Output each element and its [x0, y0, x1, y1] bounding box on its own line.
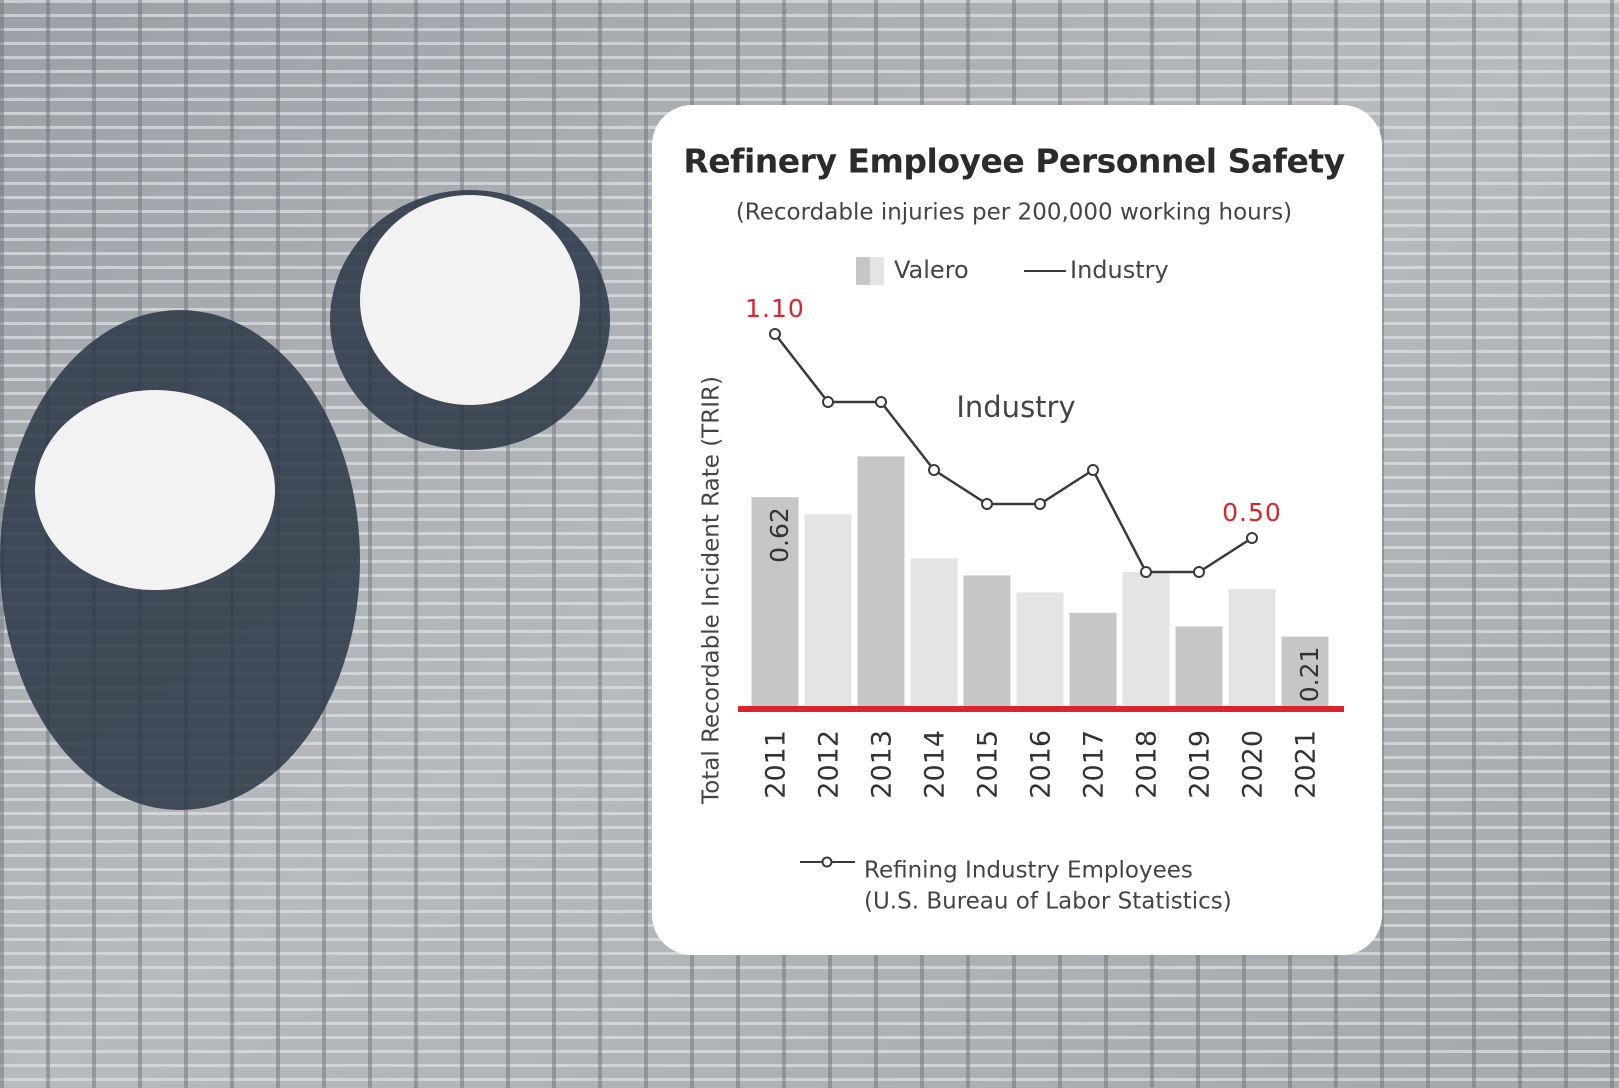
note-marker: [821, 856, 833, 868]
bar: [1122, 572, 1170, 708]
x-tick-label: 2017: [1079, 730, 1110, 799]
chart-card: [652, 105, 1382, 955]
line-value-label: 1.10: [745, 294, 805, 323]
bar: [804, 514, 852, 708]
source-note: (U.S. Bureau of Labor Statistics): [864, 889, 1232, 915]
line-value-label: 0.50: [1222, 498, 1282, 527]
x-tick-label: 2016: [1026, 730, 1057, 799]
line-marker: [1193, 566, 1205, 578]
legend-swatch: [856, 257, 870, 285]
line-marker: [769, 328, 781, 340]
line-marker: [928, 464, 940, 476]
x-tick-label: 2021: [1291, 730, 1322, 799]
line-marker: [875, 396, 887, 408]
x-tick-label: 2013: [867, 730, 898, 799]
x-tick-label: 2020: [1238, 730, 1269, 799]
legend-label: Industry: [1070, 256, 1169, 284]
hard-hat: [360, 195, 580, 405]
legend-swatch: [870, 257, 884, 285]
annotation: Industry: [956, 390, 1075, 424]
bar: [963, 575, 1011, 708]
legend-label: Valero: [894, 256, 969, 284]
source-note: Refining Industry Employees: [864, 858, 1193, 884]
x-tick-label: 2011: [761, 730, 792, 799]
bar: [1069, 612, 1117, 708]
bar: [1228, 589, 1276, 708]
line-marker: [981, 498, 993, 510]
line-marker: [822, 396, 834, 408]
chart-subtitle: (Recordable injuries per 200,000 working…: [736, 200, 1292, 226]
x-tick-label: 2019: [1185, 730, 1216, 799]
x-tick-label: 2014: [920, 730, 951, 799]
line-marker: [1140, 566, 1152, 578]
line-marker: [1034, 498, 1046, 510]
line-marker: [1246, 532, 1258, 544]
y-axis-label: Total Recordable Incident Rate (TRIR): [699, 376, 725, 805]
industry-line: [774, 333, 1253, 574]
x-tick-label: 2015: [973, 730, 1004, 799]
bar: [1016, 592, 1064, 708]
line-marker: [1087, 464, 1099, 476]
bar-value-label: 0.21: [1295, 647, 1324, 703]
bar-value-label: 0.62: [765, 507, 794, 563]
baseline: [738, 706, 1344, 712]
bar: [857, 456, 905, 708]
bar: [910, 558, 958, 708]
bar: [751, 497, 799, 708]
x-tick-label: 2018: [1132, 730, 1163, 799]
chart-title: Refinery Employee Personnel Safety: [683, 142, 1344, 181]
hard-hat: [35, 390, 275, 590]
bar: [1281, 636, 1329, 708]
bar: [1175, 626, 1223, 708]
x-tick-label: 2012: [814, 730, 845, 799]
